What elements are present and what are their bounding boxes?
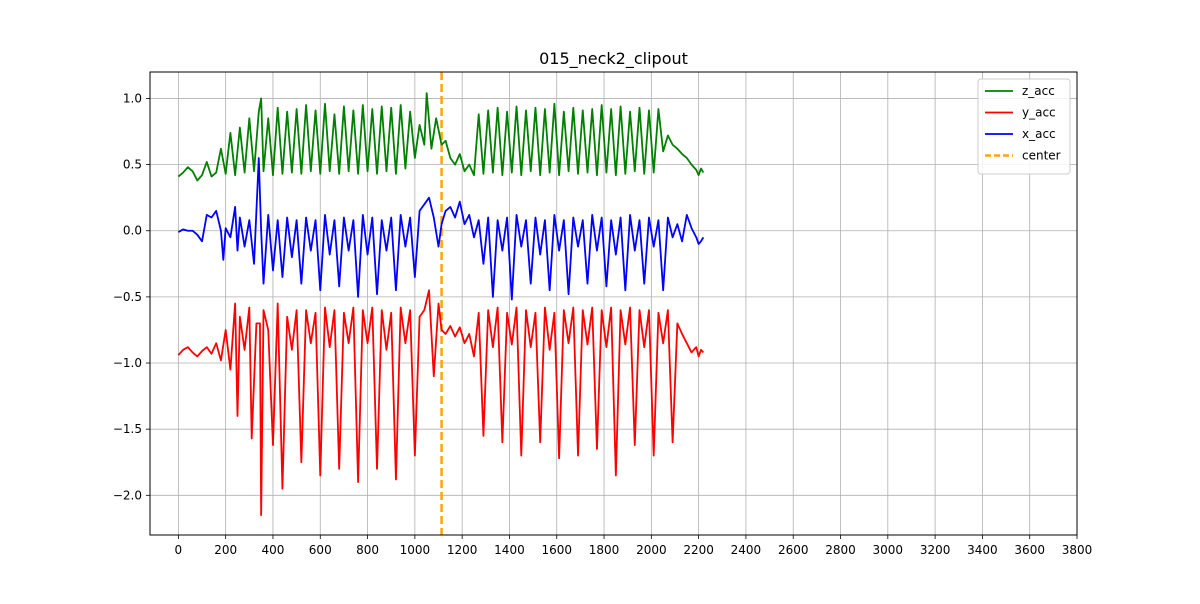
x-tick-label: 1400 [494, 543, 525, 557]
x-tick-label: 2000 [636, 543, 667, 557]
x-tick-label: 3800 [1062, 543, 1093, 557]
y-tick-label: −0.5 [113, 290, 142, 304]
series-line-y-acc [177, 289, 705, 517]
chart-title: 015_neck2_clipout [539, 49, 688, 69]
legend-label: center [1022, 149, 1061, 163]
x-tick-label: 400 [262, 543, 285, 557]
legend-label: y_acc [1022, 106, 1056, 120]
series-line-z-acc [177, 92, 705, 182]
plot-frame [149, 71, 1078, 536]
x-tick-label: 1600 [541, 543, 572, 557]
x-tick-label: 3000 [873, 543, 904, 557]
x-tick-label: 0 [175, 543, 183, 557]
x-tick-label: 2400 [731, 543, 762, 557]
x-tick-label: 2200 [683, 543, 714, 557]
axis-ticks: 0 200 400 600 800 1000 1200 1400 1600 1800 2000 220… [113, 91, 1092, 557]
series-line-x-acc [177, 157, 705, 301]
legend-label: z_acc [1022, 84, 1055, 98]
x-tick-label: 3600 [1014, 543, 1045, 557]
x-tick-label: 3400 [967, 543, 998, 557]
x-tick-label: 1800 [589, 543, 620, 557]
x-tick-label: 600 [309, 543, 332, 557]
y-tick-label: 0.5 [123, 158, 142, 172]
x-tick-label: 2600 [778, 543, 809, 557]
y-tick-label: 1.0 [123, 91, 142, 105]
y-tick-label: −1.0 [113, 356, 142, 370]
x-tick-label: 200 [214, 543, 237, 557]
legend-label: x_acc [1022, 127, 1056, 141]
x-tick-label: 1200 [447, 543, 478, 557]
legend-box [977, 78, 1071, 175]
series-lines [177, 92, 705, 517]
x-tick-label: 2800 [825, 543, 856, 557]
y-tick-label: 0.0 [123, 224, 142, 238]
x-tick-label: 1000 [400, 543, 431, 557]
y-tick-label: −1.5 [113, 422, 142, 436]
x-tick-label: 800 [356, 543, 379, 557]
x-tick-label: 3200 [920, 543, 951, 557]
y-tick-label: −2.0 [113, 488, 142, 502]
